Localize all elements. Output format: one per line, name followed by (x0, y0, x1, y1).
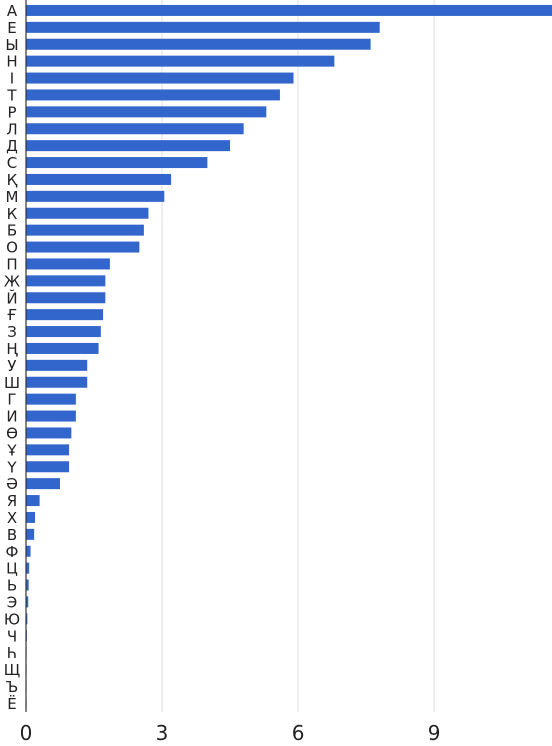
bar-6 (26, 89, 280, 101)
x-tick-label: 0 (20, 721, 33, 745)
bar-8 (26, 123, 244, 135)
category-label: Х (7, 509, 17, 527)
bar-31 (26, 511, 36, 523)
category-label: Ю (4, 610, 20, 628)
category-label: З (7, 323, 17, 341)
bar-14 (26, 224, 144, 236)
x-tick-label: 3 (156, 721, 169, 745)
bar-23 (26, 376, 88, 388)
category-label: С (7, 154, 17, 172)
bar-3 (26, 38, 371, 50)
bar-25 (26, 410, 76, 422)
category-label: Ч (7, 627, 17, 645)
category-label: Ш (4, 374, 20, 392)
bar-28 (26, 461, 70, 473)
category-label: Ж (4, 272, 20, 290)
category-label: Ғ (7, 306, 17, 324)
bar-4 (26, 55, 335, 67)
category-label: Ы (5, 36, 18, 54)
category-label: Б (7, 222, 17, 240)
bar-5 (26, 72, 294, 84)
bar-32 (26, 528, 35, 540)
bar-1 (26, 4, 552, 16)
x-tick-label: 9 (428, 721, 441, 745)
category-label: О (6, 239, 18, 257)
category-label: Ц (6, 560, 18, 578)
category-label: І (10, 70, 14, 88)
category-label: Ү (6, 458, 17, 476)
category-label: К (7, 205, 18, 223)
category-label: Ь (7, 577, 17, 595)
category-label: П (6, 255, 17, 273)
bar-12 (26, 190, 165, 202)
bar-10 (26, 157, 208, 169)
bar-24 (26, 393, 76, 405)
bar-19 (26, 309, 104, 321)
category-label: Ф (6, 543, 19, 561)
category-label: Л (6, 120, 17, 138)
bar-16 (26, 258, 110, 270)
bar-2 (26, 21, 380, 33)
category-label: А (7, 2, 18, 20)
bar-21 (26, 342, 99, 354)
bar-27 (26, 444, 70, 456)
category-label: Ұ (6, 441, 17, 459)
bar-34 (26, 562, 30, 574)
category-label: В (7, 526, 17, 544)
category-label: Ъ (6, 678, 19, 696)
category-label: Э (7, 593, 17, 611)
category-label: И (6, 408, 17, 426)
category-label: У (7, 357, 16, 375)
bar-15 (26, 241, 140, 253)
bar-36 (26, 596, 29, 608)
category-label: Қ (7, 171, 18, 189)
bar-9 (26, 140, 231, 152)
category-label: Щ (4, 661, 20, 679)
bar-20 (26, 326, 101, 338)
category-label: Г (7, 391, 16, 409)
category-label: Т (6, 86, 17, 104)
bar-29 (26, 478, 61, 490)
category-label: Һ (7, 644, 17, 662)
category-label: Д (6, 137, 18, 155)
bar-33 (26, 545, 31, 557)
category-label: Е (7, 19, 16, 37)
category-label: Ң (6, 340, 18, 358)
category-label: Н (6, 53, 17, 71)
category-label: Я (7, 492, 17, 510)
bar-11 (26, 173, 172, 185)
bar-37 (26, 613, 28, 625)
bar-7 (26, 106, 267, 118)
category-label: Р (7, 103, 16, 121)
category-label: Й (6, 288, 17, 307)
bar-35 (26, 579, 29, 591)
category-label: М (6, 188, 19, 206)
x-tick-label: 6 (292, 721, 305, 745)
category-label: Ё (7, 694, 16, 713)
bar-17 (26, 275, 106, 287)
bar-18 (26, 292, 106, 304)
bar-26 (26, 427, 72, 439)
bar-30 (26, 495, 40, 507)
category-label: Ә (6, 475, 18, 493)
category-label: Ө (6, 424, 18, 442)
bar-13 (26, 207, 149, 219)
bar-22 (26, 359, 88, 371)
